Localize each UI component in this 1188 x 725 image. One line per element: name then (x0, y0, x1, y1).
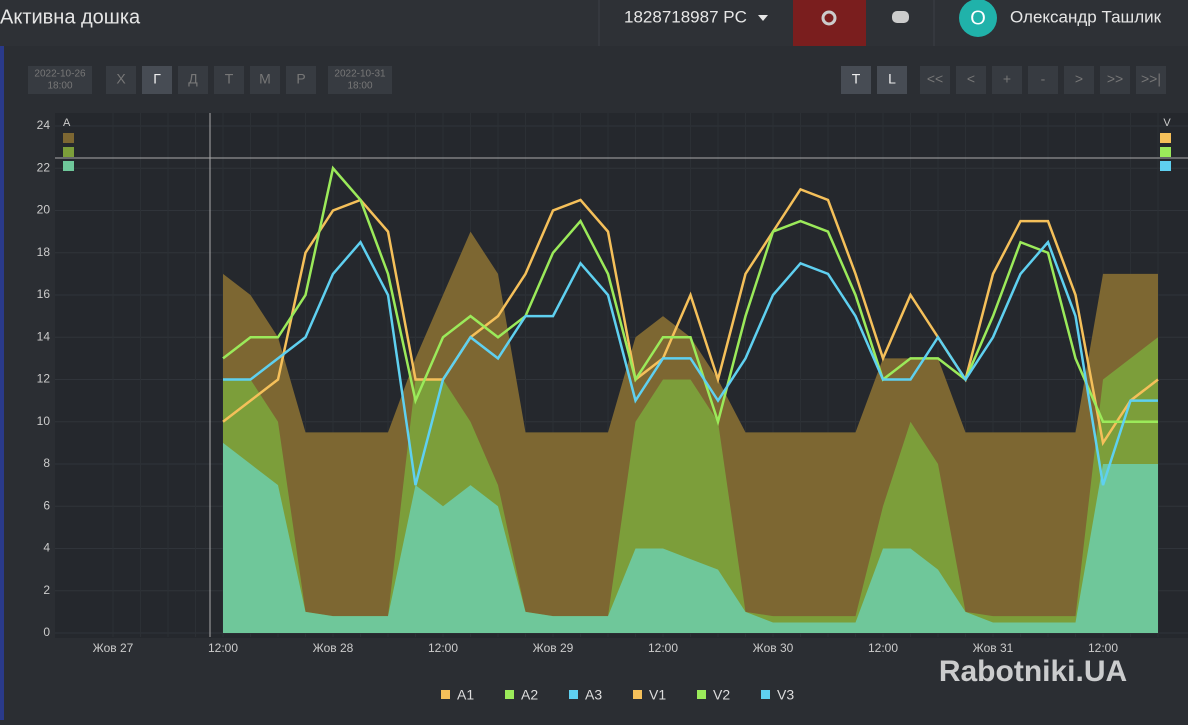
device-select[interactable]: 1828718987 PC (624, 7, 747, 26)
toolbar-button[interactable] (142, 66, 172, 94)
area (223, 442, 1158, 633)
y-tick-label: 4 (43, 541, 50, 555)
toolbar-button[interactable] (178, 66, 208, 94)
series-line (223, 239, 1158, 486)
end-time: 18:00 (347, 81, 372, 92)
dropdown-caret (758, 15, 768, 21)
start-date: 2022-10-26 (34, 69, 86, 80)
toolbar-button[interactable] (1064, 66, 1094, 94)
y-tick-label: 2 (43, 583, 50, 597)
avatar-letter: O (970, 7, 986, 29)
toolbar-button[interactable] (106, 66, 136, 94)
y-tick-label: 20 (37, 203, 51, 217)
toolbar-label: + (1003, 71, 1011, 87)
y-tick-label: 24 (37, 118, 51, 132)
legend-label[interactable]: A1 (457, 687, 474, 703)
toolbar-label: << (927, 71, 943, 87)
toolbar-button[interactable] (992, 66, 1022, 94)
toolbar-label: >> (1107, 71, 1123, 87)
toolbar-label: М (259, 71, 271, 87)
x-tick-label: 12:00 (648, 641, 678, 655)
y-tick-label: 16 (37, 287, 51, 301)
toolbar-label: Х (116, 71, 126, 87)
user-name[interactable]: Олександр Ташлик (1010, 7, 1162, 26)
toolbar-button[interactable] (214, 66, 244, 94)
y-tick-label: 22 (37, 160, 51, 174)
y-tick-label: 8 (43, 456, 50, 470)
legend-label[interactable]: V2 (713, 687, 730, 703)
toolbar-label: < (967, 71, 975, 87)
axis-swatch (63, 161, 74, 171)
x-tick-label: Жов 31 (973, 641, 1014, 655)
x-tick-label: Жов 27 (93, 641, 134, 655)
axis-swatch (63, 147, 74, 157)
start-date-button[interactable] (28, 66, 92, 94)
toolbar-button[interactable] (920, 66, 950, 94)
legend-swatch[interactable] (505, 690, 514, 699)
legend-label[interactable]: A2 (521, 687, 538, 703)
y-tick-label: 0 (43, 625, 50, 639)
toolbar-label: Т (225, 71, 234, 87)
toolbar-label: >>| (1141, 71, 1161, 87)
legend-label[interactable]: A3 (585, 687, 602, 703)
start-time: 18:00 (47, 81, 72, 92)
toolbar-button[interactable] (877, 66, 907, 94)
x-tick-label: 12:00 (1088, 641, 1118, 655)
y-tick-label: 10 (37, 414, 51, 428)
toolbar-button[interactable] (286, 66, 316, 94)
settings-icon (821, 10, 837, 26)
legend-swatch[interactable] (697, 690, 706, 699)
side-strip (0, 46, 4, 720)
legend-label[interactable]: V1 (649, 687, 666, 703)
y2-axis-title: V (1163, 117, 1171, 129)
y-tick-label: 12 (37, 372, 51, 386)
avatar[interactable] (959, 0, 997, 37)
x-tick-label: Жов 28 (313, 641, 354, 655)
chat-button[interactable] (892, 11, 909, 23)
end-date: 2022-10-31 (334, 69, 386, 80)
toolbar-label: L (888, 71, 896, 87)
toolbar-button[interactable] (1100, 66, 1130, 94)
x-tick-label: Жов 30 (753, 641, 794, 655)
x-tick-label: Жов 29 (533, 641, 574, 655)
toolbar-label: > (1075, 71, 1083, 87)
watermark: Rabotniki.UA (939, 655, 1127, 688)
y-tick-label: 6 (43, 498, 50, 512)
y-axis-title: A (63, 117, 71, 129)
toolbar-button[interactable] (1028, 66, 1058, 94)
end-date-button[interactable] (328, 66, 392, 94)
toolbar: Х Г Д Т М Р T L << < + - > >> >>| (106, 66, 1166, 94)
y-tick-label: 18 (37, 245, 51, 259)
legend-swatch[interactable] (633, 690, 642, 699)
y-tick-label: 14 (37, 329, 51, 343)
x-tick-label: 12:00 (868, 641, 898, 655)
page-title: Активна дошка (0, 6, 141, 28)
toolbar-label: - (1041, 71, 1046, 87)
x-tick-label: 12:00 (428, 641, 458, 655)
x-tick-label: 12:00 (208, 641, 238, 655)
toolbar-label: Д (188, 71, 198, 87)
legend-swatch[interactable] (441, 690, 450, 699)
toolbar-button[interactable] (841, 66, 871, 94)
axis-swatch (63, 133, 74, 143)
axis-swatch (1160, 147, 1171, 157)
series-line (222, 165, 1158, 427)
legend-swatch[interactable] (569, 690, 578, 699)
toolbar-button[interactable] (1136, 66, 1166, 94)
toolbar-label: T (852, 71, 861, 87)
axis-swatch (1160, 133, 1171, 143)
toolbar-label: Г (153, 71, 161, 87)
toolbar-label: Р (296, 71, 305, 87)
toolbar-button[interactable] (250, 66, 280, 94)
series-line (222, 187, 1159, 447)
axis-swatch (1160, 161, 1171, 171)
legend-swatch[interactable] (761, 690, 770, 699)
toolbar-button[interactable] (956, 66, 986, 94)
legend-label[interactable]: V3 (777, 687, 794, 703)
